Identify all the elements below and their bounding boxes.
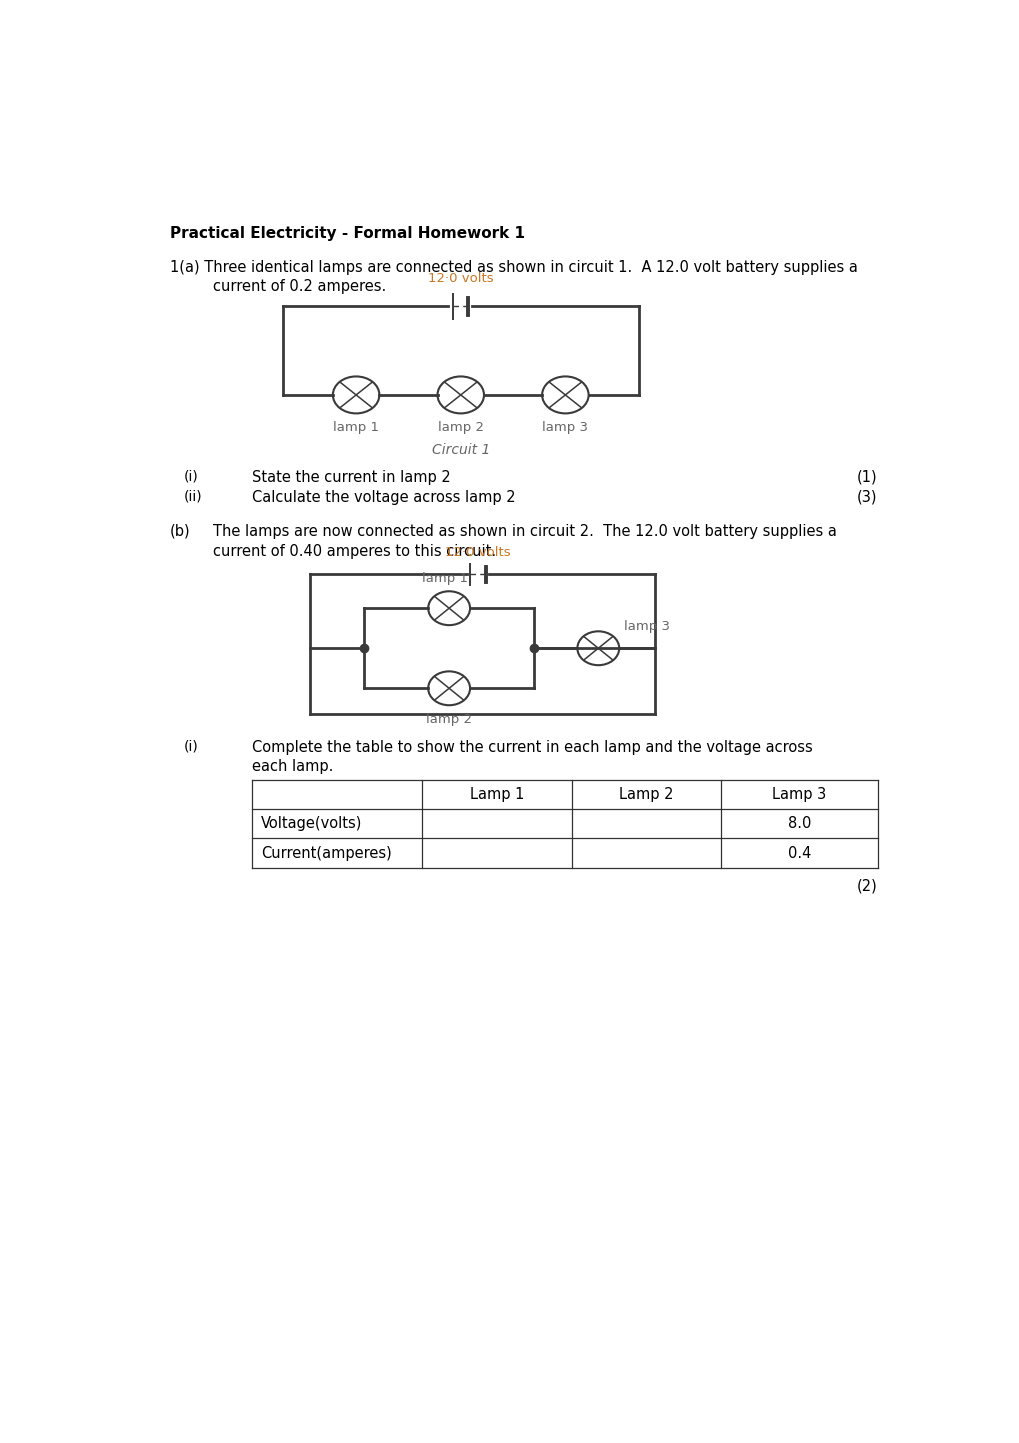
Text: Current(amperes): Current(amperes) bbox=[261, 846, 391, 860]
Text: Calculate the voltage across lamp 2: Calculate the voltage across lamp 2 bbox=[252, 489, 515, 505]
Text: Practical Electricity - Formal Homework 1: Practical Electricity - Formal Homework … bbox=[170, 225, 525, 241]
Text: 0.4: 0.4 bbox=[787, 846, 810, 860]
Text: (3): (3) bbox=[856, 489, 876, 505]
Text: lamp 3: lamp 3 bbox=[542, 421, 588, 434]
Text: The lamps are now connected as shown in circuit 2.  The 12.0 volt battery suppli: The lamps are now connected as shown in … bbox=[213, 524, 836, 538]
Text: (1): (1) bbox=[856, 469, 876, 485]
Text: 12·0 volts: 12·0 volts bbox=[428, 271, 493, 284]
Text: Lamp 2: Lamp 2 bbox=[619, 786, 673, 802]
Text: Complete the table to show the current in each lamp and the voltage across: Complete the table to show the current i… bbox=[252, 740, 811, 755]
Text: Circuit 1: Circuit 1 bbox=[431, 443, 489, 456]
Text: (b): (b) bbox=[170, 524, 191, 538]
Text: (2): (2) bbox=[856, 879, 876, 893]
Text: 12·0 volts: 12·0 volts bbox=[445, 545, 511, 558]
Text: lamp 3: lamp 3 bbox=[624, 620, 669, 633]
Text: current of 0.40 amperes to this circuit.: current of 0.40 amperes to this circuit. bbox=[213, 544, 495, 558]
Text: current of 0.2 amperes.: current of 0.2 amperes. bbox=[213, 280, 385, 294]
Text: 1(a) Three identical lamps are connected as shown in circuit 1.  A 12.0 volt bat: 1(a) Three identical lamps are connected… bbox=[170, 260, 857, 276]
Text: lamp 2: lamp 2 bbox=[426, 713, 472, 726]
Text: State the current in lamp 2: State the current in lamp 2 bbox=[252, 469, 449, 485]
Text: (ii): (ii) bbox=[183, 489, 202, 504]
Text: each lamp.: each lamp. bbox=[252, 759, 332, 773]
Text: 8.0: 8.0 bbox=[787, 817, 810, 831]
Text: lamp 2: lamp 2 bbox=[437, 421, 483, 434]
Text: lamp 1: lamp 1 bbox=[333, 421, 379, 434]
Text: lamp 1: lamp 1 bbox=[422, 571, 468, 584]
Text: Lamp 1: Lamp 1 bbox=[469, 786, 524, 802]
Text: (i): (i) bbox=[183, 469, 198, 483]
Text: Voltage(volts): Voltage(volts) bbox=[261, 817, 362, 831]
Text: (i): (i) bbox=[183, 740, 198, 753]
Text: Lamp 3: Lamp 3 bbox=[771, 786, 825, 802]
